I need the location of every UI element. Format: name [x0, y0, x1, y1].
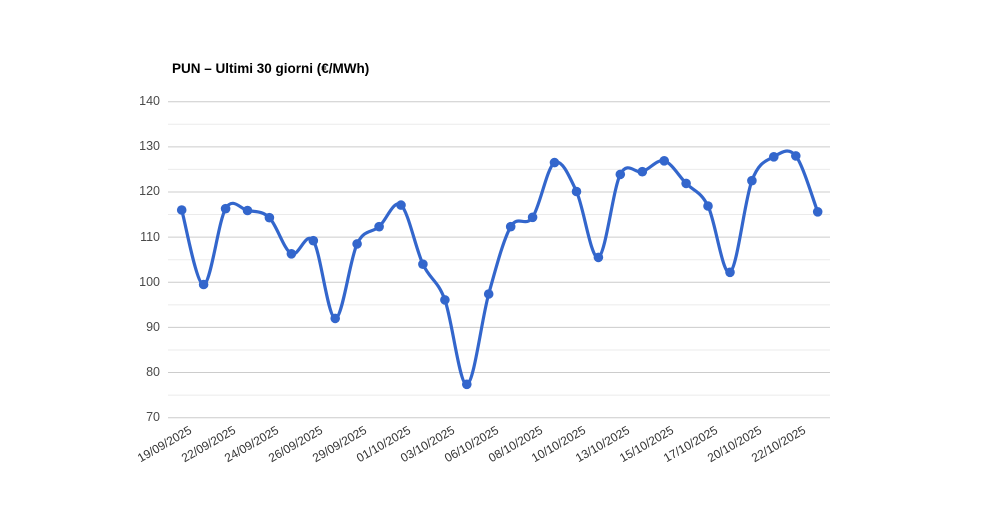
data-point[interactable]	[505, 221, 516, 232]
y-axis-tick-label: 70	[146, 410, 160, 425]
data-point[interactable]	[725, 267, 735, 278]
data-point[interactable]	[286, 249, 297, 259]
data-point[interactable]	[791, 151, 801, 161]
y-axis-tick-label: 140	[139, 94, 160, 109]
data-point[interactable]	[549, 157, 560, 168]
data-point[interactable]	[308, 235, 319, 246]
data-point[interactable]	[462, 379, 472, 390]
data-point[interactable]	[264, 212, 275, 223]
chart-title: PUN – Ultimi 30 giorni (€/MWh)	[172, 61, 370, 76]
data-point[interactable]	[615, 169, 626, 180]
data-point[interactable]	[747, 175, 757, 186]
data-point[interactable]	[769, 152, 779, 162]
y-axis-tick-label: 120	[139, 184, 160, 199]
y-axis-tick-label: 80	[146, 365, 160, 380]
y-axis-tick-label: 110	[140, 229, 160, 244]
y-axis-tick-label: 130	[139, 139, 160, 154]
data-point[interactable]	[374, 221, 384, 232]
data-point[interactable]	[396, 200, 406, 210]
data-point[interactable]	[681, 178, 691, 189]
data-point[interactable]	[812, 207, 823, 217]
data-point[interactable]	[176, 205, 187, 215]
data-point[interactable]	[242, 205, 253, 216]
data-point[interactable]	[330, 313, 341, 324]
data-point[interactable]	[659, 156, 669, 166]
data-point[interactable]	[220, 203, 231, 214]
data-point[interactable]	[571, 186, 582, 197]
data-point[interactable]	[483, 289, 494, 299]
data-point[interactable]	[352, 239, 362, 249]
data-point[interactable]	[637, 166, 648, 177]
data-point[interactable]	[527, 212, 538, 223]
data-point[interactable]	[593, 252, 604, 263]
series-line	[180, 149, 820, 386]
data-point[interactable]	[418, 259, 428, 270]
y-axis-tick-label: 100	[139, 274, 160, 289]
y-axis-tick-label: 90	[146, 319, 160, 334]
data-point[interactable]	[703, 201, 713, 211]
data-point[interactable]	[198, 279, 209, 290]
data-point[interactable]	[440, 295, 450, 305]
